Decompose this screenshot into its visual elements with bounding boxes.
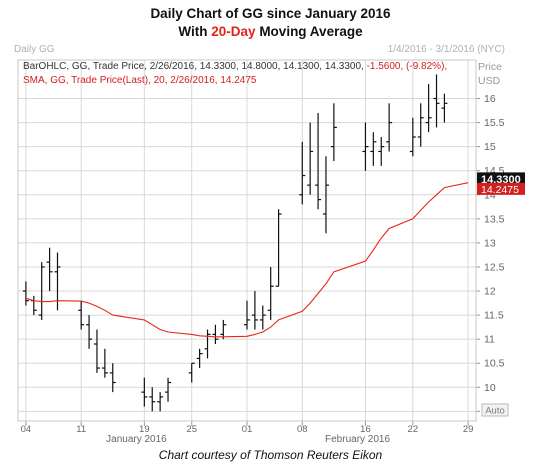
ohlc-bar <box>417 103 424 147</box>
ohlc-bar <box>315 112 322 210</box>
ohlc-legend-values: BarOHLC, GG, Trade Price, 2/26/2016, 14.… <box>23 61 367 72</box>
ohlc-bar <box>165 377 172 402</box>
ohlc-legend: BarOHLC, GG, Trade Price, 2/26/2016, 14.… <box>23 61 447 72</box>
ohlc-bar <box>22 281 29 306</box>
month-label-february: February 2016 <box>325 434 390 445</box>
ohlc-bar <box>362 122 369 171</box>
auto-scale-label: Auto <box>485 406 505 417</box>
ohlc-bar <box>157 392 164 412</box>
ohlc-bar <box>244 300 250 330</box>
ohlc-bar <box>425 84 432 133</box>
chart-header-range: 1/4/2016 - 3/1/2016 (NYC) <box>387 44 505 55</box>
y-tick-label: 12 <box>484 286 496 298</box>
ohlc-bar <box>188 362 195 383</box>
x-tick-label: 29 <box>463 424 474 435</box>
x-tick-label: 19 <box>139 424 150 435</box>
chart-header-symbol: Daily GG <box>14 44 55 55</box>
ohlc-bar <box>46 247 53 292</box>
chart-caption: Chart courtesy of Thomson Reuters Eikon <box>158 448 383 462</box>
ohlc-bar <box>378 137 385 166</box>
ohlc-bar <box>307 122 314 195</box>
x-tick-label: 01 <box>242 424 253 435</box>
y-tick-label: 11.5 <box>484 310 504 322</box>
x-tick-label: 11 <box>76 424 86 435</box>
x-tick-label: 25 <box>186 424 197 435</box>
ohlc-bar <box>149 387 156 412</box>
subtitle-suffix: Moving Average <box>255 24 363 39</box>
chart-title: Daily Chart of GG since January 2016 <box>150 6 391 21</box>
ohlc-bar <box>212 324 219 344</box>
y-tick-label: 10 <box>484 382 496 394</box>
ohlc-bar <box>299 141 306 205</box>
y-tick-label: 16 <box>484 93 496 105</box>
sma-legend: SMA, GG, Trade Price(Last), 20, 2/26/201… <box>23 75 257 86</box>
ohlc-bar <box>196 348 203 369</box>
x-tick-label: 08 <box>297 424 308 435</box>
ohlc-bar <box>78 300 85 330</box>
ohlc-bar <box>38 262 45 320</box>
ohlc-bar <box>409 117 416 157</box>
chart-grid <box>18 60 480 426</box>
ohlc-bar <box>204 329 211 359</box>
y-tick-label: 13 <box>484 237 496 249</box>
subtitle-prefix: With <box>178 24 212 39</box>
ohlc-legend-change: -1.5600, (-9.82%), <box>366 61 448 72</box>
auto-scale-button[interactable] <box>481 403 509 417</box>
sma-line <box>25 182 469 338</box>
y-tick-label: 15 <box>484 141 496 153</box>
axis-unit-price: Price <box>478 61 502 73</box>
ohlc-bar <box>275 209 282 287</box>
ohlc-bar <box>259 305 266 330</box>
y-tick-label: 13.5 <box>484 213 505 225</box>
y-axis-labels: 9.51010.51111.51212.51313.51414.51515.51… <box>484 93 505 418</box>
ohlc-bar <box>30 295 37 316</box>
axis-unit-currency: USD <box>478 75 501 87</box>
ohlc-bar <box>441 93 448 123</box>
y-tick-label: 12.5 <box>484 261 505 273</box>
ohlc-bar <box>141 377 148 407</box>
chart-header-bar: Daily GG 1/4/2016 - 3/1/2016 (NYC) <box>6 44 541 58</box>
y-tick-label: 11 <box>484 334 495 346</box>
ohlc-bar <box>386 103 393 152</box>
ohlc-bar <box>330 103 337 162</box>
ohlc-bar <box>322 156 329 234</box>
sma-price-label: 14.2475 <box>481 184 519 196</box>
ohlc-bar <box>86 315 93 349</box>
y-tick-label: 10.5 <box>484 358 505 370</box>
month-label-january: January 2016 <box>106 434 167 445</box>
chart-subtitle: With 20-Day Moving Average <box>0 24 541 39</box>
x-tick-label: 04 <box>21 424 32 435</box>
ohlc-bar <box>220 319 227 340</box>
ohlc-bar <box>370 132 377 166</box>
ohlc-bar <box>93 329 100 373</box>
x-tick-label: 22 <box>408 424 419 435</box>
plot-frame <box>17 59 477 422</box>
subtitle-highlight: 20-Day <box>211 24 256 39</box>
x-axis-labels: 04 11 19 25 01 08 16 22 29 January 2016 February 2… <box>21 424 474 445</box>
sma-price-tag <box>477 182 525 195</box>
last-price-tag <box>477 172 525 186</box>
sma-polyline <box>25 182 469 338</box>
ohlc-bar <box>109 363 116 393</box>
x-tick-label: 16 <box>360 424 371 435</box>
y-tick-label: 15.5 <box>484 117 505 129</box>
ohlc-bar <box>54 252 61 311</box>
ohlc-bar <box>267 266 274 320</box>
ohlc-bar <box>433 74 440 128</box>
ohlc-bar <box>251 291 258 330</box>
ohlc-bars <box>22 74 448 412</box>
ohlc-bar <box>101 348 108 378</box>
y-tick-label: 14 <box>484 189 496 201</box>
